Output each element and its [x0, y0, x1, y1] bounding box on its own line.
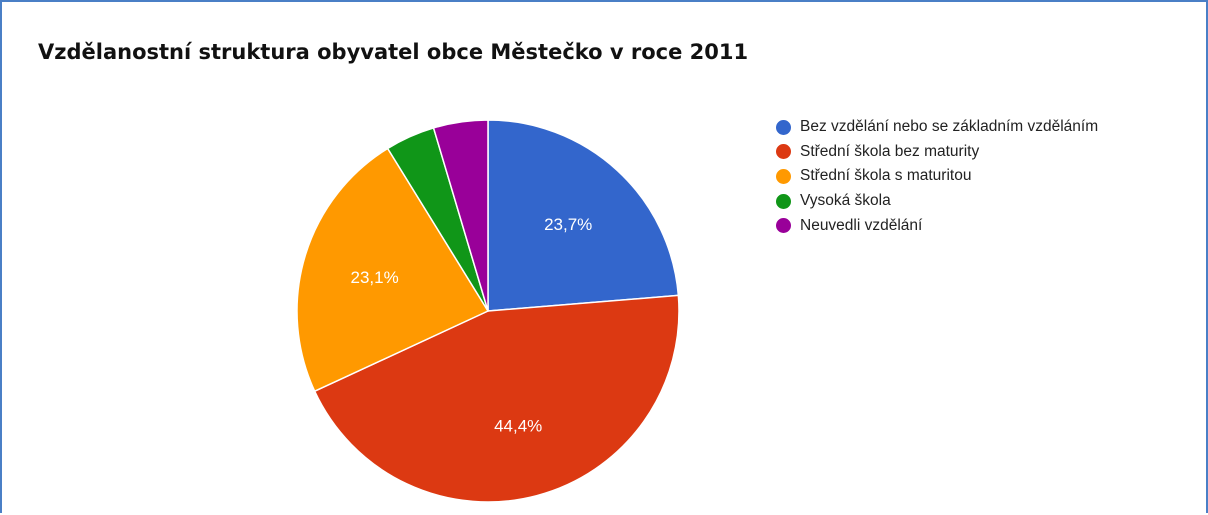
legend-swatch-icon	[776, 144, 791, 160]
pie-data-label-stredni-skola-bez-maturity: 44,4%	[494, 417, 542, 436]
pie-slice-neuvedli-vzdelani	[432, 119, 489, 312]
legend-item-bez-vzdelani-nebo-se-zakladnim-vzdelanim: Bez vzdělání nebo se základním vzděláním	[776, 115, 1098, 140]
legend-label: Střední škola s maturitou	[800, 167, 972, 185]
legend-swatch-icon	[776, 119, 791, 135]
legend-label: Bez vzdělání nebo se základním vzděláním	[800, 118, 1099, 136]
legend-swatch-icon	[776, 218, 791, 234]
legend-label: Neuvedli vzdělání	[800, 216, 923, 234]
legend-item-vysoka-skola: Vysoká škola	[776, 189, 1098, 214]
legend-label: Střední škola bez maturity	[800, 142, 980, 160]
pie-slice-bez-vzdelani-nebo-se-zakladnim-vzdelanim	[487, 119, 680, 312]
pie-data-labels: 23,7% 44,4% 23,1%	[350, 215, 592, 436]
pie-slice-stredni-skola-bez-maturity	[313, 294, 680, 503]
legend-item-stredni-skola-s-maturitou: Střední škola s maturitou	[776, 164, 1098, 189]
chart-title: Vzdělanostní struktura obyvatel obce Měs…	[38, 40, 749, 64]
pie-slice-stredni-skola-s-maturitou	[296, 147, 489, 392]
legend-swatch-icon	[776, 193, 791, 209]
legend-label: Vysoká škola	[800, 192, 891, 210]
legend-swatch-icon	[776, 168, 791, 184]
legend-item-neuvedli-vzdelani: Neuvedli vzdělání	[776, 213, 1098, 238]
chart-legend: Bez vzdělání nebo se základním vzděláním…	[776, 115, 1098, 238]
pie-slices	[296, 119, 680, 503]
pie-data-label-bez-vzdelani-nebo-se-zakladnim-vzdelanim: 23,7%	[544, 215, 592, 234]
legend-item-stredni-skola-bez-maturity: Střední škola bez maturity	[776, 140, 1098, 165]
pie-data-label-stredni-skola-s-maturitou: 23,1%	[350, 268, 398, 287]
